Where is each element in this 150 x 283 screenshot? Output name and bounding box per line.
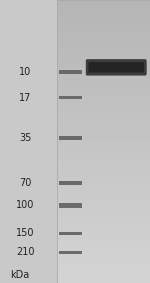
- FancyBboxPatch shape: [86, 59, 147, 76]
- Bar: [59, 232, 82, 235]
- Text: 35: 35: [19, 133, 32, 143]
- Text: 100: 100: [16, 200, 35, 210]
- Bar: [59, 251, 82, 254]
- Text: 150: 150: [16, 228, 35, 239]
- Text: 210: 210: [16, 247, 35, 258]
- Text: 70: 70: [19, 178, 32, 188]
- Bar: [59, 70, 82, 74]
- Bar: [59, 136, 82, 140]
- FancyBboxPatch shape: [88, 62, 144, 72]
- Bar: [59, 181, 82, 185]
- Bar: [59, 203, 82, 208]
- Text: kDa: kDa: [10, 269, 29, 280]
- Bar: [59, 96, 82, 99]
- Bar: [57, 0, 150, 283]
- Text: 17: 17: [19, 93, 32, 103]
- Text: 10: 10: [19, 67, 32, 77]
